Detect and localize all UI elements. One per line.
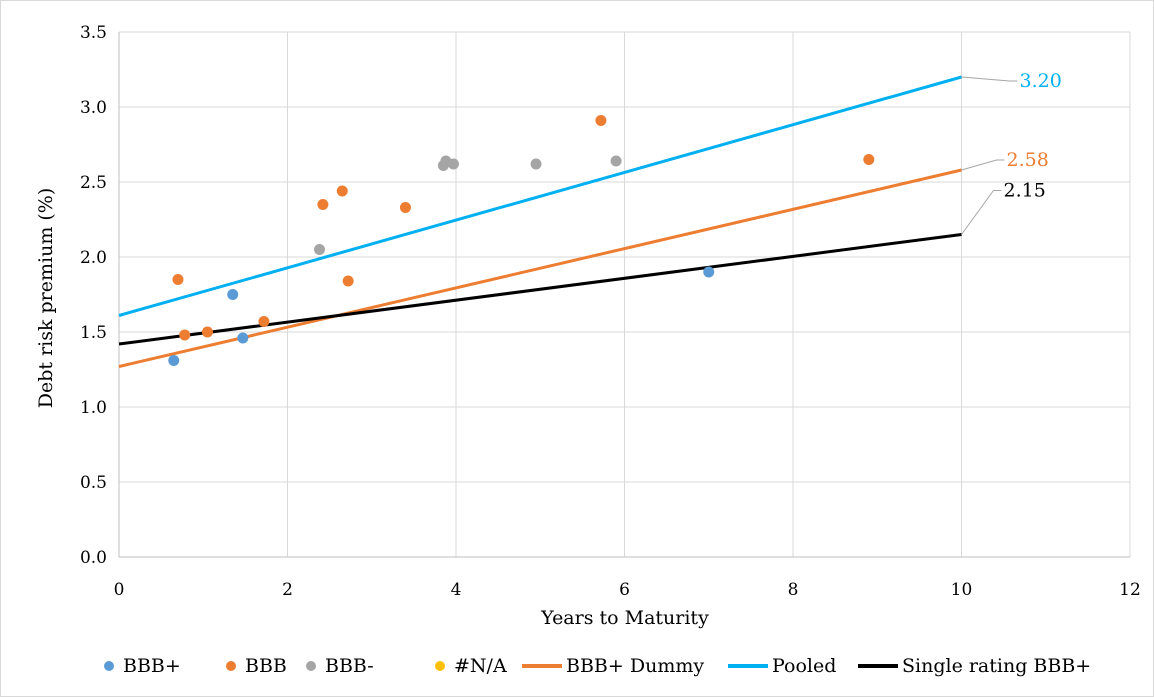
y-tick-label: 0.5	[80, 473, 107, 493]
point-bbb	[342, 275, 354, 287]
point-bbb	[172, 274, 184, 285]
y-tick-label: 1.5	[80, 323, 107, 343]
legend-label-pooled: Pooled	[772, 655, 836, 677]
point-bbb	[336, 185, 348, 197]
legend-marker-bbb	[226, 661, 236, 671]
x-tick-label: 2	[282, 580, 293, 600]
callout-leader	[961, 159, 1005, 171]
point-bbb	[201, 326, 213, 338]
x-tick-label: 8	[788, 580, 799, 600]
legend: BBB+ BBB BBB- #N/A BBB+ Dummy Pooled Single ra…	[104, 655, 1091, 677]
callout-leader	[961, 190, 1002, 235]
legend-label-bbb-dummy: BBB+ Dummy	[566, 655, 704, 677]
y-tick-label: 2.5	[80, 173, 107, 193]
tick-labels: 0.0 0.5 1.0 1.5 2.0 2.5 3.0 3.5 0 2 4 6 8 10 12	[80, 23, 1141, 600]
line-bbb-dummy	[118, 168, 962, 368]
y-tick-label: 1.0	[80, 398, 107, 418]
axes	[118, 32, 1130, 558]
y-tick-label: 0.0	[80, 548, 107, 568]
x-tick-label: 4	[451, 580, 462, 600]
y-tick-label: 3.5	[80, 23, 107, 43]
point-bbb	[179, 329, 191, 341]
callout-label: 2.15	[1004, 180, 1046, 202]
point-bbb	[314, 244, 326, 255]
point-bbb	[703, 266, 715, 278]
x-axis-title: Years to Maturity	[540, 607, 709, 629]
legend-marker-bbb	[306, 661, 316, 671]
point-bbb	[595, 115, 607, 126]
legend-label-single-rating-bbb: Single rating BBB+	[902, 655, 1091, 677]
legend-label-bbb: BBB	[245, 655, 287, 677]
grid-lines	[119, 31, 1131, 557]
x-tick-label: 0	[114, 580, 125, 600]
legend-label-bbb: BBB-	[325, 655, 374, 677]
point-bbb	[237, 332, 249, 344]
point-bbb	[258, 316, 270, 327]
callout-leader	[961, 76, 1018, 82]
legend-label-bbb: BBB+	[123, 655, 181, 677]
callout-labels: 3.20 2.58 2.15	[961, 70, 1062, 235]
legend-marker-n-a	[435, 661, 445, 671]
legend-label-n-a: #N/A	[454, 655, 507, 677]
point-bbb	[399, 202, 411, 213]
legend-marker-bbb	[104, 661, 114, 671]
point-bbb	[863, 154, 875, 165]
point-bbb	[317, 199, 329, 210]
callout-label: 3.20	[1020, 70, 1062, 92]
point-bbb	[227, 289, 239, 300]
point-bbb	[530, 158, 542, 170]
callout-label: 2.58	[1007, 149, 1049, 171]
line-single-rating-bbb	[118, 233, 962, 346]
y-axis-title: Debt risk premium (%)	[35, 188, 57, 409]
y-tick-label: 2.0	[80, 248, 107, 268]
point-bbb	[447, 158, 459, 170]
point-bbb	[610, 155, 622, 167]
line-pooled	[118, 75, 962, 317]
x-tick-label: 6	[619, 580, 630, 600]
point-bbb	[168, 355, 180, 366]
x-tick-label: 12	[1119, 580, 1141, 600]
x-tick-label: 10	[951, 580, 973, 600]
trend-lines	[118, 75, 962, 368]
data-points	[168, 115, 875, 366]
y-tick-label: 3.0	[80, 98, 107, 118]
